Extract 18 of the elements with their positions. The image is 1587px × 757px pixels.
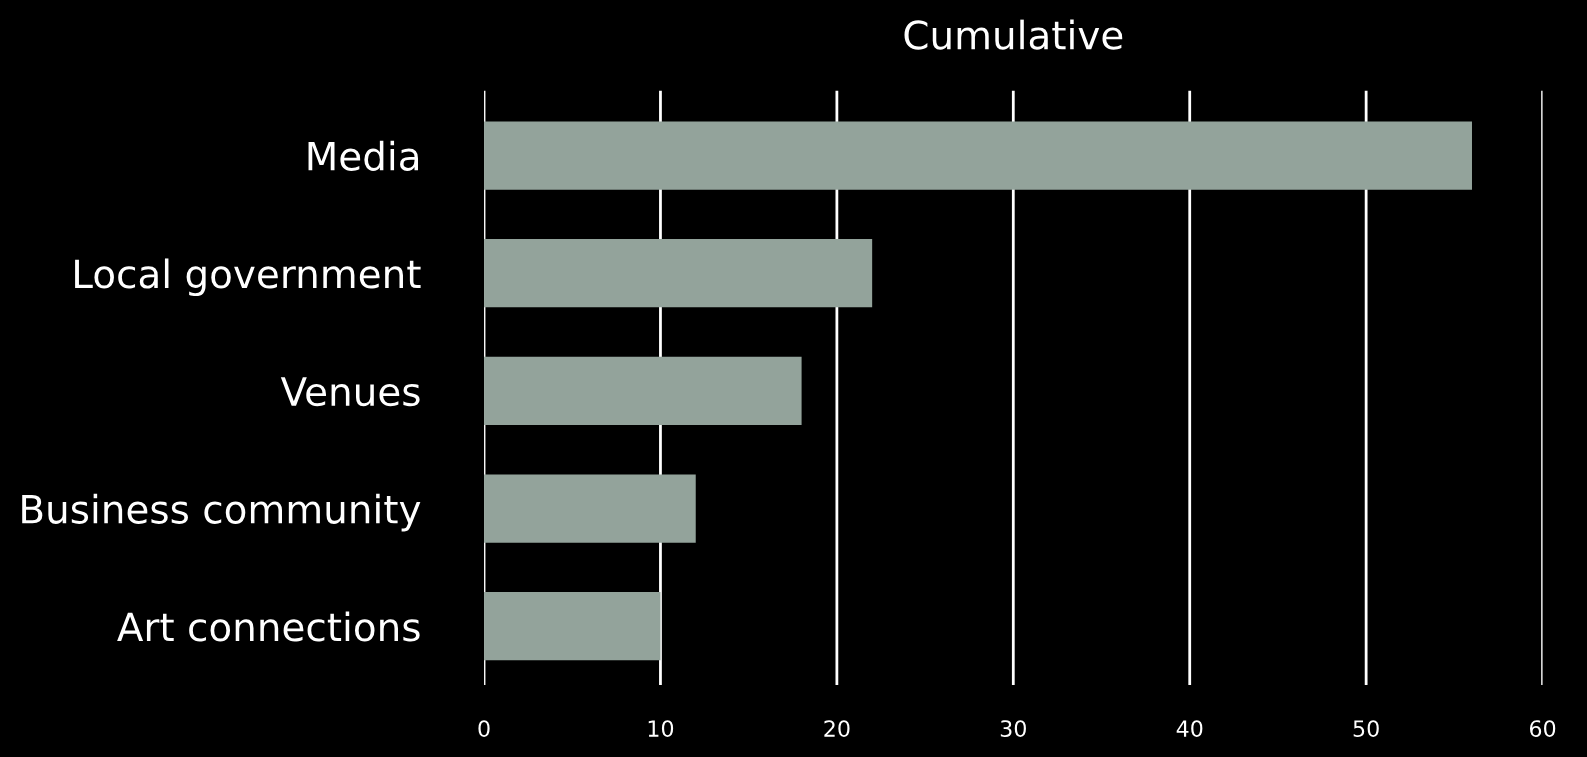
bar [484,474,696,543]
y-tick-label: Venues [280,377,420,407]
x-tick-label: 50 [1353,720,1379,738]
x-tick-label: 10 [648,720,674,738]
bar [484,592,661,661]
x-tick-label: 20 [824,720,850,738]
y-tick-label: Business community [22,493,421,532]
x-tick-label: 40 [1176,720,1203,738]
x-tick-label: 0 [478,720,490,738]
y-tick-label: Media [308,140,418,171]
chart-title: Cumulative [904,19,1123,50]
bar [484,239,873,308]
y-tick-label: Art connections [117,611,420,642]
x-tick-label: 30 [1000,720,1026,738]
bar [484,121,1472,190]
x-tick-label: 60 [1529,720,1556,738]
y-tick-label: Local government [75,258,421,297]
bar [484,356,802,426]
